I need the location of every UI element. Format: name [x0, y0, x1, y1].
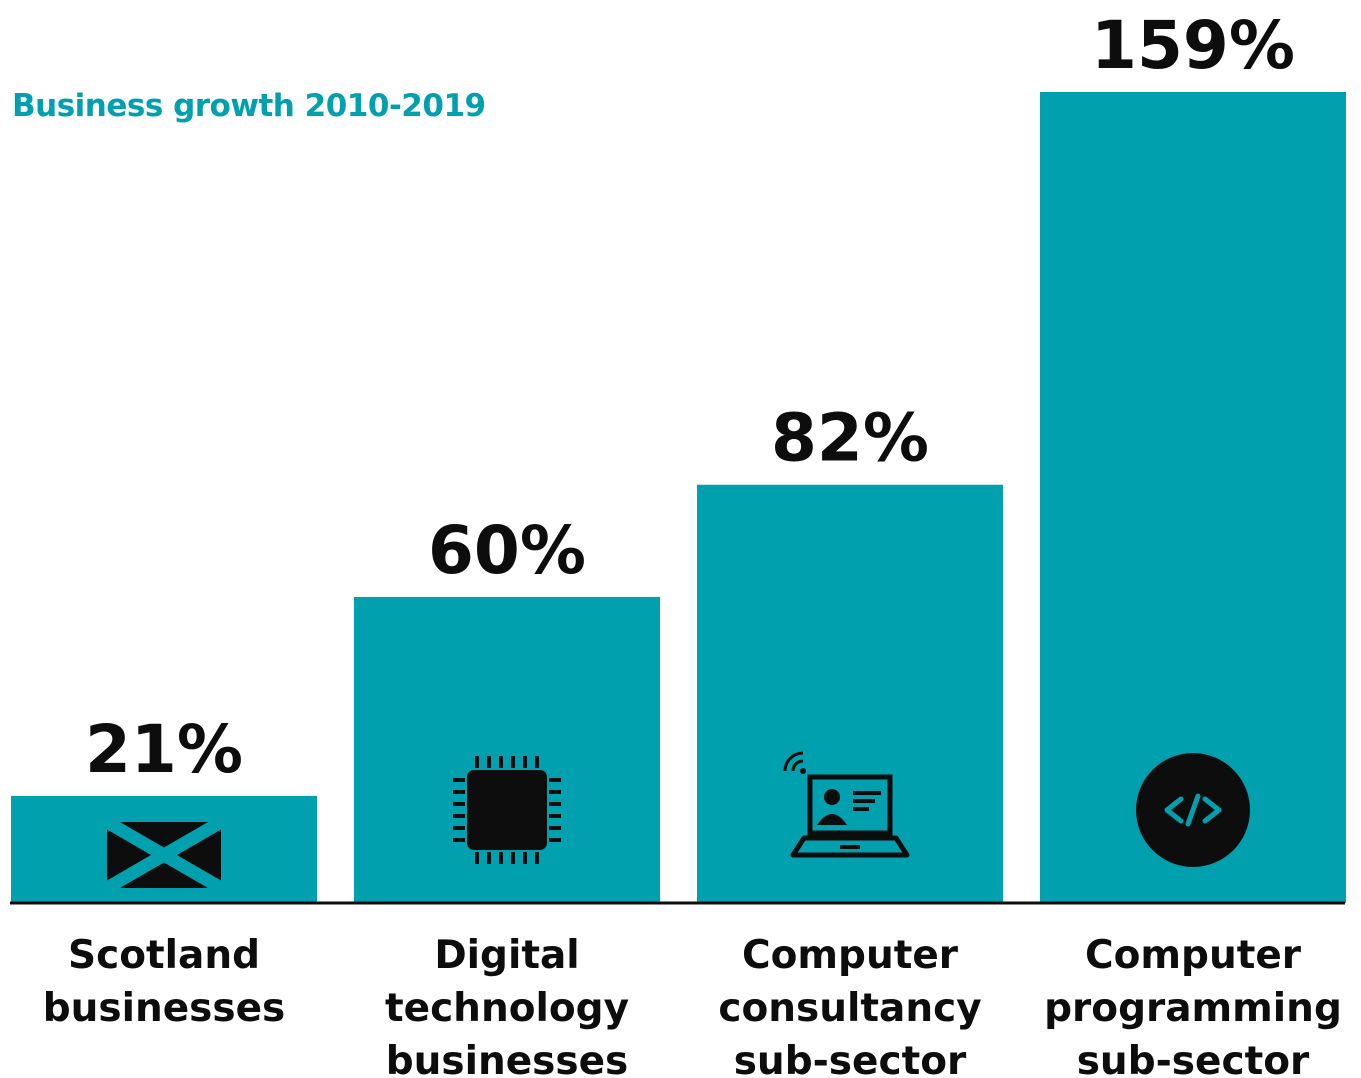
category-label-line: Scotland — [68, 933, 260, 978]
category-label-line: Digital — [434, 933, 579, 978]
category-label-line: programming — [1044, 986, 1342, 1031]
value-label-3: 82% — [771, 400, 929, 477]
category-label-4: Computer programming sub-sector — [1044, 933, 1342, 1078]
scotland-flag-icon — [103, 816, 225, 894]
labels-layer: 21% Scotland businesses 60% Digital technolog… — [43, 7, 1342, 1078]
category-label-line: sub-sector — [1077, 1039, 1310, 1078]
value-label-2: 60% — [428, 512, 586, 589]
bar-2 — [354, 596, 660, 903]
value-label-4: 159% — [1091, 7, 1295, 84]
code-icon — [1136, 753, 1250, 867]
icons-layer — [103, 751, 1250, 894]
category-label-line: sub-sector — [734, 1039, 967, 1078]
category-label-line: Computer — [1085, 933, 1302, 978]
category-label-line: businesses — [386, 1039, 629, 1078]
category-label-2: Digital technology businesses — [385, 933, 629, 1078]
category-label-line: technology — [385, 986, 629, 1031]
value-label-1: 21% — [85, 711, 243, 788]
category-label-3: Computer consultancy sub-sector — [718, 933, 981, 1078]
microchip-icon — [453, 756, 561, 864]
category-label-line: consultancy — [718, 986, 981, 1031]
category-label-1: Scotland businesses — [43, 933, 286, 1031]
category-label-line: Computer — [742, 933, 959, 978]
laptop-consultant-icon — [783, 751, 910, 858]
category-label-line: businesses — [43, 986, 286, 1031]
chart-title: Business growth 2010-2019 — [12, 88, 486, 124]
